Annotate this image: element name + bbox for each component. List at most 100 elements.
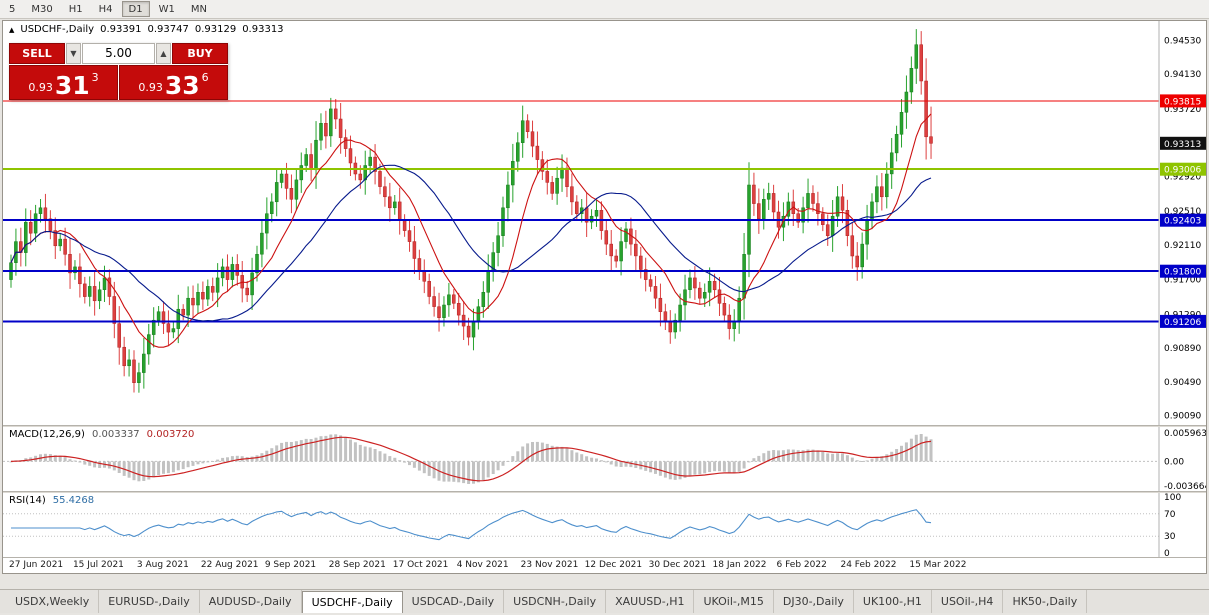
svg-text:0.005963: 0.005963 [1164, 429, 1206, 439]
svg-text:0.91800: 0.91800 [1164, 268, 1201, 278]
timeframe-button-d1[interactable]: D1 [121, 1, 150, 17]
timeframe-button-5[interactable]: 5 [9, 4, 16, 15]
chart-tab-audusd-daily[interactable]: AUDUSD-,Daily [200, 590, 302, 613]
svg-text:0.93313: 0.93313 [1164, 140, 1201, 150]
chart-tab-dj30-daily[interactable]: DJ30-,Daily [774, 590, 854, 613]
chart-symbol-title: USDCHF-,Daily [20, 24, 95, 35]
macd-canvas[interactable]: 0.005963 0.00 -0.003664 [3, 427, 1206, 491]
date-label: 15 Jul 2021 [72, 560, 124, 570]
sell-price-sup: 3 [91, 71, 99, 84]
timeframe-button-w1[interactable]: W1 [158, 4, 175, 15]
pane-splitter[interactable] [3, 425, 1206, 427]
price-chart-canvas[interactable]: 0.945300.941300.937200.933100.929200.925… [3, 21, 1206, 425]
date-label: 4 Nov 2021 [456, 560, 509, 570]
macd-value-signal: 0.003720 [146, 429, 195, 440]
price-axis-group: 0.945300.941300.937200.933100.929200.925… [1158, 21, 1206, 425]
date-label: 3 Aug 2021 [136, 560, 189, 570]
chart-tab-xauusd-h1[interactable]: XAUUSD-,H1 [606, 590, 695, 613]
chart-tab-eurusd-daily[interactable]: EURUSD-,Daily [99, 590, 200, 613]
buy-button[interactable]: BUY [172, 43, 228, 64]
volume-up-button[interactable]: ▲ [156, 43, 171, 64]
buy-price-big: 33 [164, 70, 200, 100]
date-label: 15 Mar 2022 [909, 560, 967, 570]
volume-dropdown-button[interactable]: ▼ [66, 43, 81, 64]
rsi-value: 55.4268 [52, 495, 95, 506]
svg-text:0.94530: 0.94530 [1164, 36, 1201, 46]
rsi-canvas[interactable]: 100 70 30 0 [3, 493, 1206, 557]
timeframe-toolbar: 5 M30 H1 H4 D1 W1 MN [0, 0, 1209, 19]
chart-tab-usdcad-daily[interactable]: USDCAD-,Daily [403, 590, 505, 613]
timeframe-button-mn[interactable]: MN [190, 4, 207, 15]
chart-tab-usdchf-daily[interactable]: USDCHF-,Daily [301, 591, 403, 613]
svg-text:0.93006: 0.93006 [1164, 166, 1201, 176]
svg-text:0.90490: 0.90490 [1164, 378, 1201, 388]
sell-price-prefix: 0.93 [28, 81, 53, 94]
date-label: 30 Dec 2021 [648, 560, 707, 570]
svg-text:0.90890: 0.90890 [1164, 344, 1201, 354]
svg-text:0.92110: 0.92110 [1164, 241, 1201, 251]
svg-text:0.00: 0.00 [1164, 457, 1184, 467]
svg-text:0.92403: 0.92403 [1164, 217, 1201, 227]
macd-name: MACD(12,26,9) [9, 429, 85, 440]
buy-price-sup: 6 [201, 71, 209, 84]
tick-direction-icon: ▲ [9, 25, 15, 34]
timeframe-button-h4[interactable]: H4 [98, 4, 113, 15]
chart-window: ▲ USDCHF-,Daily 0.93391 0.93747 0.93129 … [2, 20, 1207, 574]
macd-header: MACD(12,26,9) 0.003337 0.003720 [9, 429, 194, 440]
horizontal-lines-group [3, 100, 1159, 323]
chart-tab-ukoil-m15[interactable]: UKOil-,M15 [694, 590, 774, 613]
svg-text:0.93720: 0.93720 [1164, 105, 1201, 115]
chart-tab-uk100-h1[interactable]: UK100-,H1 [854, 590, 932, 613]
date-label: 6 Feb 2022 [776, 560, 827, 570]
svg-text:-0.003664: -0.003664 [1164, 482, 1206, 491]
svg-text:0.92920: 0.92920 [1164, 173, 1201, 183]
buy-price-prefix: 0.93 [138, 81, 163, 94]
date-label: 18 Jan 2022 [712, 560, 767, 570]
timeframe-button-h1[interactable]: H1 [68, 4, 83, 15]
buy-price-display[interactable]: 0.93 33 6 [119, 65, 228, 100]
svg-text:0.94130: 0.94130 [1164, 70, 1201, 80]
svg-text:0.91206: 0.91206 [1164, 318, 1201, 328]
macd-pane: MACD(12,26,9) 0.003337 0.003720 0.005963… [3, 427, 1206, 491]
chart-tab-usdx-weekly[interactable]: USDX,Weekly [6, 590, 100, 613]
date-label: 28 Sep 2021 [328, 560, 386, 570]
moving-averages-group [10, 113, 932, 348]
chart-tab-usoil-h4[interactable]: USOil-,H4 [932, 590, 1004, 613]
date-label: 27 Jun 2021 [9, 560, 64, 570]
rsi-pane: RSI(14) 55.4268 100 70 30 0 [3, 493, 1206, 557]
sell-price-display[interactable]: 0.93 31 3 [9, 65, 118, 100]
date-label: 9 Sep 2021 [264, 560, 317, 570]
ohlc-high: 0.93747 [147, 24, 189, 35]
timeframe-button-m30[interactable]: M30 [31, 4, 53, 15]
chart-tab-usdcnh-daily[interactable]: USDCNH-,Daily [504, 590, 607, 613]
ohlc-low: 0.93129 [194, 24, 237, 35]
macd-value-main: 0.003337 [91, 429, 140, 440]
ohlc-open: 0.93391 [100, 24, 142, 35]
chart-tab-bar: USDX,Weekly EURUSD-,Daily AUDUSD-,Daily USD… [0, 589, 1209, 613]
date-label: 22 Aug 2021 [200, 560, 259, 570]
svg-text:0.90090: 0.90090 [1164, 412, 1201, 422]
rsi-header: RSI(14) 55.4268 [9, 495, 94, 506]
svg-text:30: 30 [1164, 532, 1176, 542]
svg-text:0: 0 [1164, 549, 1170, 557]
svg-text:0.93815: 0.93815 [1164, 97, 1201, 107]
one-click-trade-panel: SELL ▼ 5.00 ▲ BUY 0.93 31 3 0.93 33 6 [9, 43, 228, 100]
date-label: 24 Feb 2022 [840, 560, 897, 570]
date-label: 17 Oct 2021 [392, 560, 449, 570]
svg-text:100: 100 [1164, 493, 1181, 503]
date-label: 12 Dec 2021 [584, 560, 643, 570]
volume-input[interactable]: 5.00 [82, 43, 155, 64]
svg-text:0.91700: 0.91700 [1164, 276, 1201, 286]
pane-splitter[interactable] [3, 491, 1206, 493]
svg-text:70: 70 [1164, 510, 1176, 520]
date-label: 23 Nov 2021 [520, 560, 579, 570]
chart-tab-hk50-daily[interactable]: HK50-,Daily [1003, 590, 1088, 613]
time-axis[interactable]: 27 Jun 2021 15 Jul 2021 3 Aug 2021 22 Aug 2… [3, 557, 1206, 573]
rsi-name: RSI(14) [9, 495, 46, 506]
price-pane: ▲ USDCHF-,Daily 0.93391 0.93747 0.93129 … [3, 21, 1206, 425]
sell-button[interactable]: SELL [9, 43, 65, 64]
chart-ohlc-header: ▲ USDCHF-,Daily 0.93391 0.93747 0.93129 … [9, 24, 284, 35]
sell-price-big: 31 [54, 70, 90, 100]
ohlc-close: 0.93313 [242, 24, 284, 35]
